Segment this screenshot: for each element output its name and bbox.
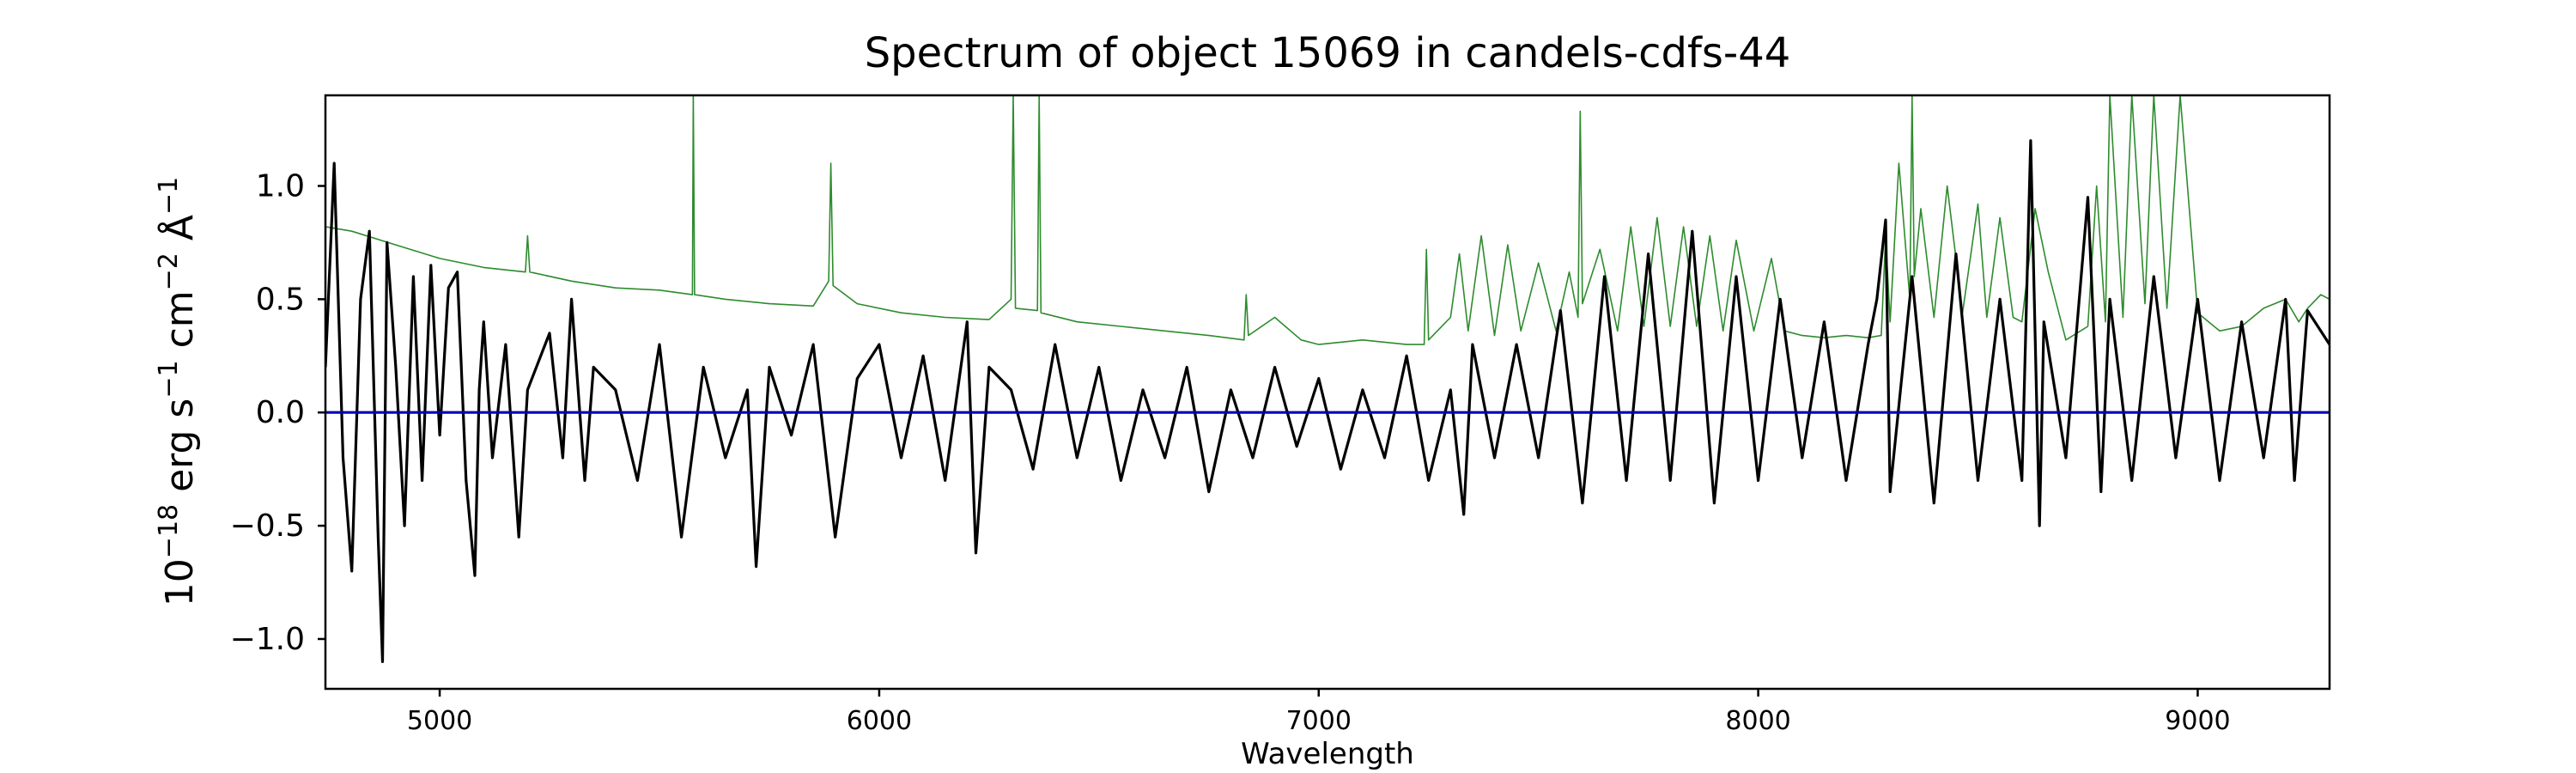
y-axis: −1.0 −0.5 0.0 0.5 1.0	[230, 168, 325, 657]
y-label-base: 10	[158, 558, 202, 606]
y-label-s-exponent: −1	[154, 360, 184, 398]
plot-area	[325, 95, 2330, 664]
flux-spectrum-line	[325, 139, 2330, 664]
y-label-cm: cm	[158, 290, 202, 360]
y-axis-label: 10−18 erg s−1 cm−2 Å−1	[154, 177, 202, 606]
x-tick-label: 9000	[2165, 706, 2230, 736]
x-tick-label: 6000	[847, 706, 912, 736]
y-tick-label: 1.0	[256, 168, 305, 204]
chart-title: Spectrum of object 15069 in candels-cdfs…	[865, 29, 1791, 77]
x-tick-label: 5000	[407, 706, 472, 736]
y-tick-label: 0.5	[256, 282, 305, 317]
sky-spectrum-line	[325, 95, 2330, 345]
x-tick-label: 7000	[1286, 706, 1352, 736]
y-label-angstrom-exponent: −1	[154, 177, 184, 215]
y-label-angstrom: Å	[156, 215, 202, 253]
y-label-cm-exponent: −2	[154, 253, 184, 290]
y-label-erg-s: erg s	[158, 399, 202, 504]
y-tick-label: −1.0	[230, 622, 305, 657]
x-tick-label: 8000	[1725, 706, 1790, 736]
x-axis: 5000 6000 7000 8000 9000	[407, 689, 2231, 736]
y-tick-label: 0.0	[256, 395, 305, 430]
y-label-exponent: −18	[154, 504, 184, 558]
y-tick-label: −0.5	[230, 508, 305, 544]
plot-frame	[324, 94, 2331, 691]
x-axis-label: Wavelength	[1241, 737, 1414, 771]
